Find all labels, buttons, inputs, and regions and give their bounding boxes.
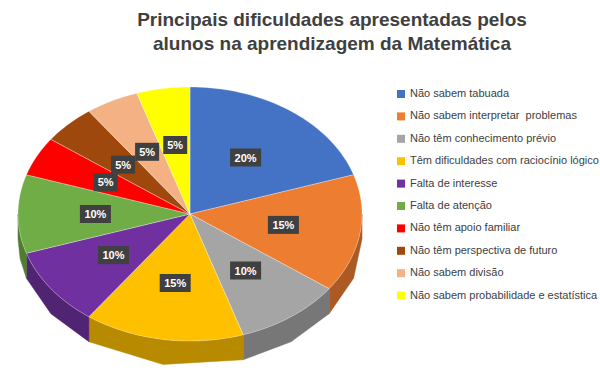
data-label: 10% [84, 208, 106, 220]
title: Principais dificuldades apresentadas pel… [137, 9, 527, 54]
legend-swatch [397, 135, 405, 143]
chart: Principais dificuldades apresentadas pel… [0, 0, 600, 386]
legend-label: Não sabem tabuada [410, 87, 510, 99]
legend-label: Não sabem interpretar problemas [410, 109, 577, 121]
data-label-box [230, 149, 261, 167]
data-label: 5% [139, 146, 155, 158]
data-label-box [80, 205, 111, 223]
legend-swatch [397, 90, 405, 98]
legend-label: Têm dificuldades com raciocínio lógico [410, 154, 599, 166]
data-label-box [268, 216, 299, 234]
data-label: 15% [272, 219, 294, 231]
legend-label: Não sabem divisão [410, 266, 504, 278]
legend-swatch [397, 180, 405, 188]
data-label: 20% [235, 152, 257, 164]
legend-swatch [397, 292, 405, 300]
data-label: 15% [164, 277, 186, 289]
legend-label: Não têm perspectiva de futuro [410, 244, 557, 256]
pie-slices [18, 87, 362, 341]
legend-swatch [397, 247, 405, 255]
legend-label: Não têm conhecimento prévio [410, 132, 556, 144]
title-line: alunos na aprendizagem da Matemática [153, 33, 511, 54]
data-label-box [94, 173, 118, 191]
legend-label: Não têm apoio familiar [410, 221, 520, 233]
legend: Não sabem tabuada Não sabem interpretar p… [397, 87, 599, 301]
legend-swatch [397, 224, 405, 232]
background [0, 0, 600, 386]
data-label-box [163, 136, 187, 154]
legend-label: Falta de interesse [410, 177, 497, 189]
legend-swatch [397, 202, 405, 210]
legend-swatch [397, 112, 405, 120]
data-label: 10% [235, 265, 257, 277]
data-label: 5% [115, 159, 131, 171]
data-label-box [230, 262, 261, 280]
data-label-box [160, 274, 191, 292]
data-label: 5% [167, 139, 183, 151]
title-line: Principais dificuldades apresentadas pel… [137, 9, 527, 30]
slice [137, 87, 190, 214]
data-label-box [98, 246, 129, 264]
data-label: 10% [102, 249, 124, 261]
data-label: 5% [98, 176, 114, 188]
legend-label: Falta de atenção [410, 199, 492, 211]
legend-swatch [397, 157, 405, 165]
data-label-box [111, 156, 135, 174]
legend-swatch [397, 269, 405, 277]
data-labels: 20%15%10%15%10%10%5%5%5%5% [80, 136, 299, 292]
data-label-box [135, 143, 159, 161]
legend-label: Não sabem probabilidade e estatística [410, 289, 598, 301]
